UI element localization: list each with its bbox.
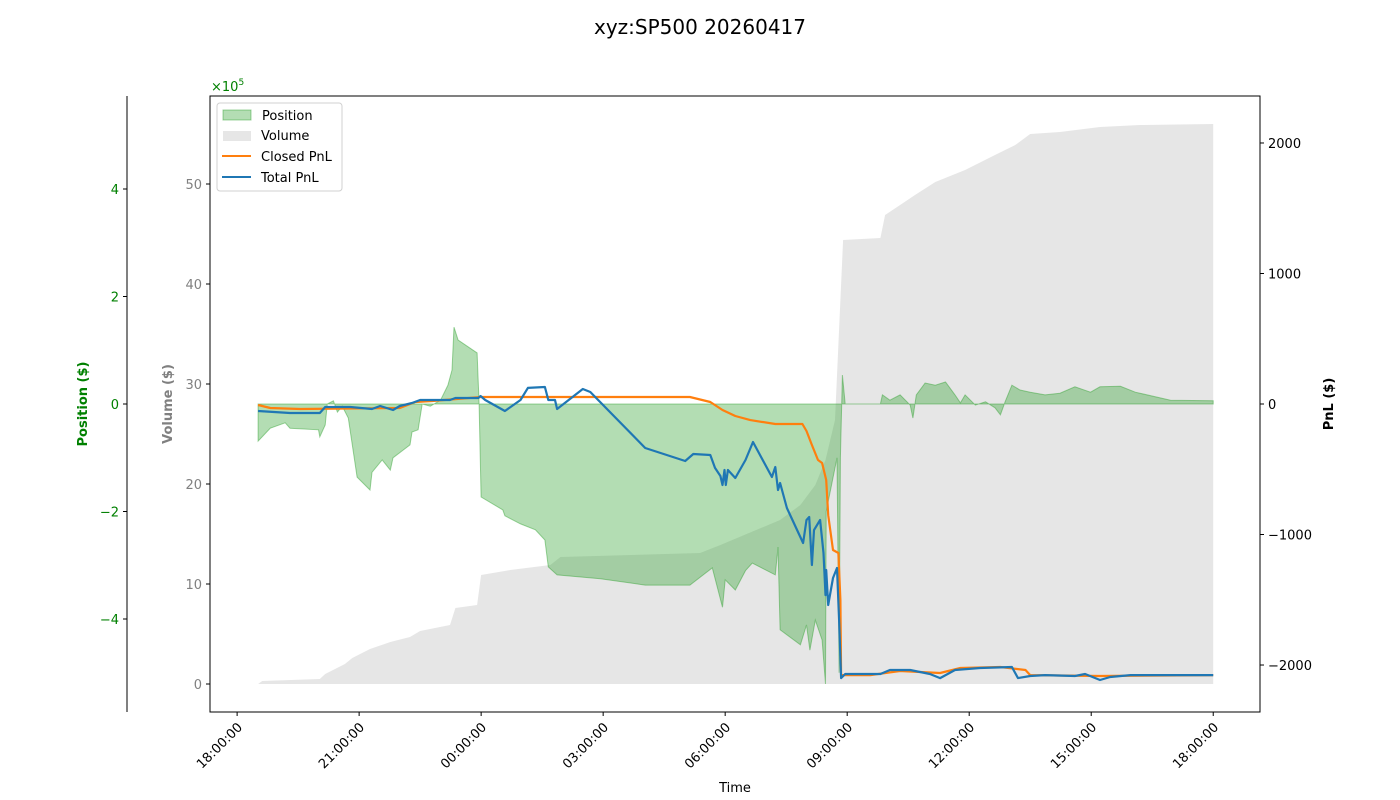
volume-tick-label: 50 xyxy=(185,178,202,193)
legend-label-volume: Volume xyxy=(261,129,309,144)
x-tick-label: 06:00:00 xyxy=(682,720,734,772)
pnl-tick-label: −1000 xyxy=(1268,529,1312,544)
volume-tick-label: 30 xyxy=(185,378,202,393)
x-tick-label: 09:00:00 xyxy=(804,720,856,772)
volume-tick-label: 0 xyxy=(194,678,202,693)
area-position xyxy=(257,326,1214,685)
legend: Position Volume Closed PnL Total PnL xyxy=(216,102,343,192)
x-tick-label: 18:00:00 xyxy=(194,720,246,772)
x-tick-label: 00:00:00 xyxy=(438,720,490,772)
legend-label-closed-pnl: Closed PnL xyxy=(261,150,333,165)
line-layer xyxy=(257,385,1214,682)
legend-swatch-volume xyxy=(223,131,251,141)
x-tick-label: 18:00:00 xyxy=(1170,720,1222,772)
chart-title: xyz:SP500 20260417 xyxy=(594,15,806,39)
x-tick-label: 15:00:00 xyxy=(1048,720,1100,772)
legend-frame xyxy=(216,102,343,192)
position-tick-label: −4 xyxy=(100,613,119,628)
x-tick-label: 21:00:00 xyxy=(316,720,368,772)
position-tick-label: 0 xyxy=(111,398,119,413)
pnl-tick-label: 2000 xyxy=(1268,137,1301,152)
volume-tick-label: 10 xyxy=(185,578,202,593)
area-volume xyxy=(258,124,1214,684)
volume-axis-label: Volume ($) xyxy=(161,364,176,444)
pnl-axis-label: PnL ($) xyxy=(1322,378,1337,431)
pnl-tick-label: −2000 xyxy=(1268,659,1312,674)
position-tick-label: 2 xyxy=(111,290,119,305)
legend-swatch-position xyxy=(222,109,252,121)
x-tick-label: 03:00:00 xyxy=(560,720,612,772)
volume-tick-label: 20 xyxy=(185,478,202,493)
line-total-pnl xyxy=(258,385,1214,682)
position-tick-label: −2 xyxy=(100,506,119,521)
position-multiplier-exp: 5 xyxy=(238,78,244,88)
legend-label-position: Position xyxy=(262,109,313,124)
position-multiplier: ×105 xyxy=(211,78,244,95)
pnl-tick-label: 0 xyxy=(1268,398,1276,413)
legend-label-total-pnl: Total PnL xyxy=(260,171,319,186)
volume-tick-label: 40 xyxy=(185,278,202,293)
area-layer xyxy=(257,124,1214,685)
position-tick-label: 4 xyxy=(111,183,119,198)
x-tick-label: 12:00:00 xyxy=(926,720,978,772)
pnl-tick-label: 1000 xyxy=(1268,267,1301,282)
position-axis-label: Position ($) xyxy=(76,362,91,447)
position-multiplier-base: ×10 xyxy=(211,80,238,95)
x-axis-label: Time xyxy=(718,781,751,796)
